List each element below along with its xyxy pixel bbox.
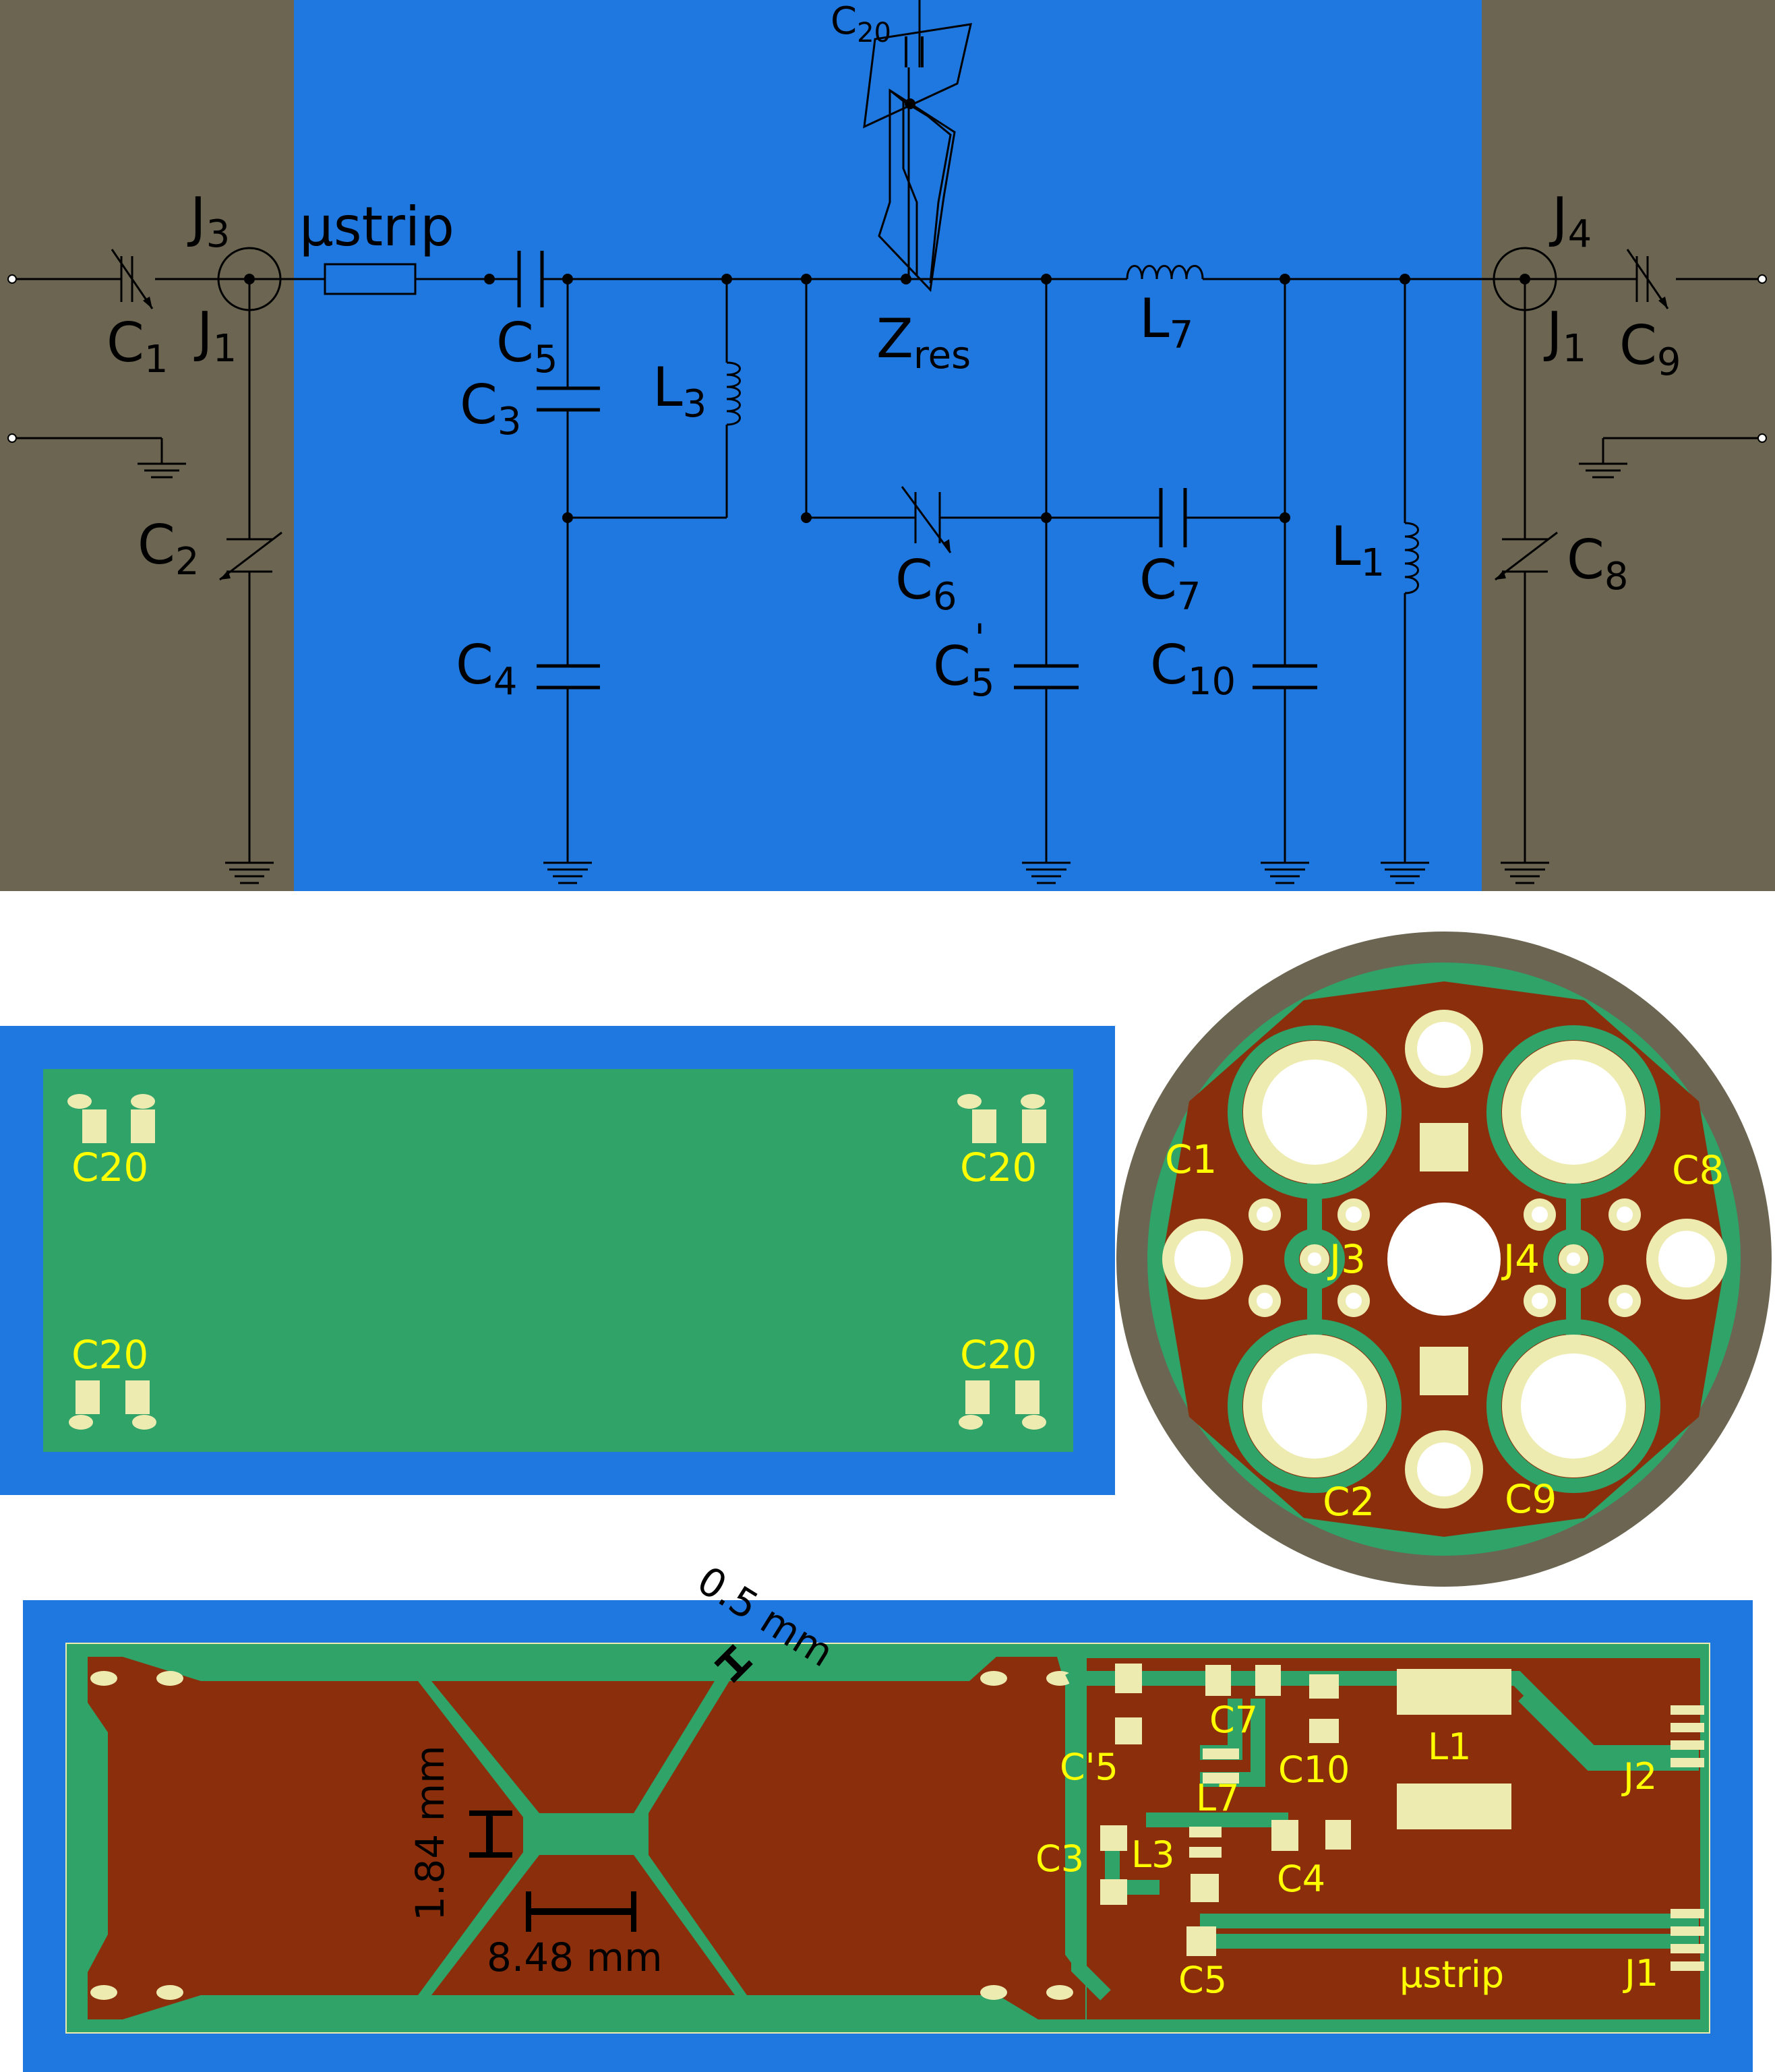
round-label: C9 [1505,1476,1557,1522]
label-l7: L7 [1139,287,1193,357]
dimension-height-label: 1.84 mm [407,1745,453,1921]
bottom-label: L7 [1196,1777,1239,1819]
round-square-pad [1420,1347,1468,1395]
c20-pad-group-top-left [67,1094,155,1143]
ground-symbols [138,462,1627,884]
bottom-label: C10 [1278,1748,1350,1791]
round-label: C8 [1672,1147,1724,1193]
bottom-label: J1 [1623,1952,1658,1994]
round-square-pad [1420,1123,1468,1171]
board-top-pcb [43,1069,1073,1452]
bottom-label: μstrip [1400,1953,1504,1996]
label-l3: L3 [653,356,706,426]
label-c8: C8 [1567,528,1629,599]
connector-j1-left [217,247,282,311]
inductor-l1-symbol [1404,522,1419,595]
label-j3: J3 [187,186,230,256]
microstrip-symbol [324,263,417,295]
matching-pads [1100,1664,1704,1971]
round-label: J4 [1501,1236,1540,1282]
dimension-gap-marker [714,1644,753,1683]
capacitor-c2-symbol [219,531,282,581]
label-c10: C10 [1150,634,1236,704]
label-c1: C1 [107,311,169,382]
board-top-panel: C20 C20 C20 C20 [0,1026,1115,1495]
bottom-label: C4 [1277,1858,1325,1900]
bottom-label: J2 [1621,1755,1657,1798]
resonator-copper-left [88,1657,523,2019]
capacitor-c3-symbol [537,386,600,412]
schematic-center-area [294,0,1482,891]
capacitor-c6-symbol [901,486,952,553]
capacitor-c7-symbol [1159,488,1187,547]
terminal-left-top [7,274,17,284]
round-label: C2 [1323,1479,1375,1525]
bottom-label: C7 [1209,1699,1258,1741]
c20-pad-group-top-right [957,1094,1046,1143]
label-c2: C2 [138,514,200,584]
board-bottom-panel: 0.5 mm 1.84 mm 8.48 mm C'5 C7 C10 L1 J2 … [23,1557,1753,2072]
label-c7: C7 [1139,549,1201,619]
board-top-label: C20 [71,1145,148,1190]
board-round-panel: C1 C8 J3 J4 C2 C9 [1116,932,1772,1587]
capacitor-c5-prime-symbol [1014,664,1079,690]
round-large-holes [1162,1010,1727,1509]
matching-copper [1087,1658,1700,2019]
dimension-width-marker [526,1891,636,1932]
schematic-right-shield [1482,0,1775,891]
label-j4: J4 [1548,186,1592,256]
main-wires [12,0,1761,863]
label-j1-right: J1 [1543,301,1586,371]
bottom-label: C5 [1178,1959,1227,2001]
round-label: C1 [1165,1136,1217,1182]
capacitor-c9-symbol [1626,249,1669,309]
board-top-label: C20 [960,1332,1037,1378]
c20-pad-group-bottom-left [69,1380,156,1430]
dimension-height-marker [469,1810,512,1858]
dimension-width-label: 8.48 mm [487,1934,663,1980]
c20-pad-group-bottom-right [959,1380,1046,1430]
bottom-label: C'5 [1060,1746,1118,1788]
label-zres: Zres [876,307,971,377]
terminal-right-bottom [1757,433,1767,443]
terminal-left-bottom [7,433,17,443]
capacitor-c4-symbol [537,664,600,690]
label-c3: C3 [460,373,522,444]
schematic-left-shield [0,0,294,891]
round-small-holes [1248,1198,1641,1317]
resonator-zres-symbol [863,23,972,293]
inductor-l7-symbol [1126,265,1204,287]
label-c5: C5 [496,311,558,382]
label-l1: L1 [1331,515,1385,585]
bottom-label: L1 [1428,1726,1471,1768]
label-ustrip: μstrip [299,195,454,258]
label-c5-prime: C5' [933,617,995,705]
label-c9: C9 [1619,314,1681,384]
capacitor-c8-symbol [1495,531,1558,581]
board-top-label: C20 [960,1145,1037,1190]
label-c4: C4 [456,634,518,704]
resonator-copper-top [431,1681,715,1813]
schematic-labels: C1 J1 J3 C2 μstrip C5 C3 L3 C4 C20 Zres … [107,0,1681,705]
bottom-label: C3 [1035,1837,1084,1880]
label-j1-left: J1 [193,301,237,371]
capacitor-c5-symbol [517,251,544,307]
connector-j1-right [1493,247,1557,311]
terminal-right-top [1757,274,1767,284]
bottom-label: L3 [1131,1833,1174,1876]
resonator-copper-right [649,1657,1085,2019]
capacitor-c1-symbol [111,249,154,309]
inductor-l3-symbol [726,361,741,426]
round-label: J3 [1327,1236,1366,1282]
label-c20: C20 [831,0,891,49]
junction-dots [484,98,1410,523]
board-top-label: C20 [71,1332,148,1378]
capacitor-c10-symbol [1253,664,1317,690]
label-c6: C6 [895,549,957,619]
resonator-copper-bottom [431,1855,735,1995]
schematic-panel: C1 J1 J3 C2 μstrip C5 C3 L3 C4 C20 Zres … [0,0,1775,891]
